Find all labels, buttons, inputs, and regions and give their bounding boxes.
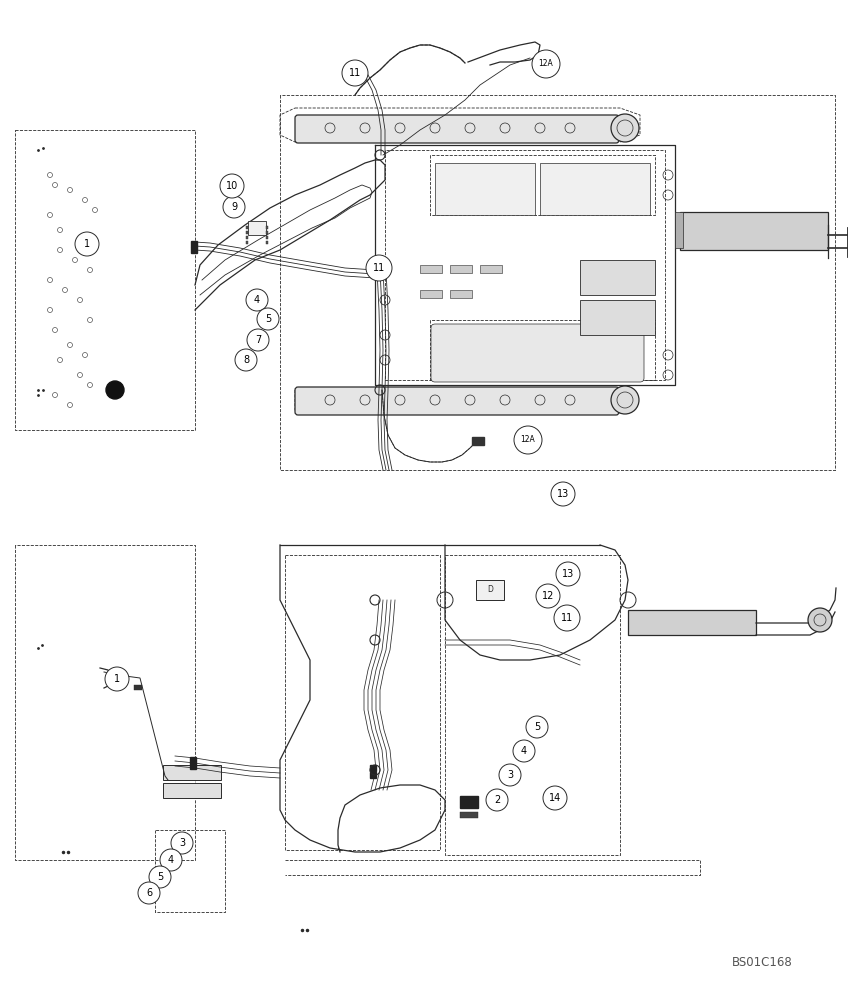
Bar [460,812,478,818]
FancyBboxPatch shape [248,221,266,235]
Circle shape [536,584,560,608]
Text: 10: 10 [226,181,238,191]
Text: 1: 1 [84,239,90,249]
Circle shape [105,667,129,691]
FancyBboxPatch shape [163,765,221,780]
Bar [472,437,484,445]
FancyBboxPatch shape [476,580,504,600]
Circle shape [486,789,508,811]
Text: 12A: 12A [521,436,535,444]
Bar [450,290,472,298]
Circle shape [554,605,580,631]
Text: 13: 13 [562,569,574,579]
Circle shape [543,786,567,810]
Bar [191,247,197,253]
Circle shape [160,849,182,871]
Text: 11: 11 [561,613,573,623]
Bar [420,290,442,298]
Bar [266,241,268,244]
Circle shape [171,832,193,854]
Text: 4: 4 [521,746,527,756]
Circle shape [106,381,124,399]
Text: 5: 5 [265,314,271,324]
Text: 5: 5 [157,872,163,882]
FancyBboxPatch shape [295,115,619,143]
Text: 7: 7 [255,335,261,345]
Circle shape [220,174,244,198]
Bar [371,267,377,273]
FancyBboxPatch shape [580,260,655,295]
Text: 3: 3 [179,838,185,848]
Text: 14: 14 [549,793,561,803]
Bar [450,265,472,273]
Circle shape [513,740,535,762]
Bar [266,226,268,229]
Bar [370,772,376,778]
Circle shape [808,608,832,632]
Bar [246,241,248,244]
Bar [370,765,376,771]
Circle shape [247,329,269,351]
Text: 11: 11 [373,263,385,273]
Bar [190,757,196,763]
Circle shape [366,255,392,281]
FancyBboxPatch shape [435,163,535,215]
Circle shape [514,426,542,454]
Text: 13: 13 [557,489,569,499]
Circle shape [246,289,268,311]
Circle shape [138,882,160,904]
Text: D: D [487,585,493,594]
Bar [134,685,142,690]
Bar [371,272,377,278]
Bar [191,241,197,247]
FancyBboxPatch shape [680,212,828,250]
Text: 12A: 12A [538,60,554,68]
Text: 11: 11 [349,68,361,78]
Text: BS01C168: BS01C168 [732,956,792,970]
Bar [480,265,502,273]
Circle shape [342,60,368,86]
Text: 2: 2 [494,795,500,805]
Text: 3: 3 [507,770,513,780]
Circle shape [235,349,257,371]
Circle shape [551,482,575,506]
Text: 1: 1 [114,674,120,684]
Bar [246,236,248,239]
Text: 4: 4 [168,855,174,865]
Circle shape [611,114,639,142]
Circle shape [75,232,99,256]
Circle shape [257,308,279,330]
FancyBboxPatch shape [540,163,650,215]
Text: 8: 8 [243,355,249,365]
Bar [246,226,248,229]
FancyBboxPatch shape [628,610,756,635]
Circle shape [223,196,245,218]
Bar [675,212,683,248]
Bar [420,265,442,273]
Bar [460,796,478,808]
Circle shape [499,764,521,786]
Circle shape [556,562,580,586]
Text: 4: 4 [254,295,260,305]
Bar [266,236,268,239]
Bar [190,763,196,769]
Bar [246,231,248,234]
Text: 5: 5 [534,722,540,732]
FancyBboxPatch shape [580,300,655,335]
Text: 6: 6 [146,888,152,898]
Bar [266,231,268,234]
Text: 12: 12 [542,591,555,601]
FancyBboxPatch shape [163,783,221,798]
Circle shape [149,866,171,888]
Text: 9: 9 [231,202,237,212]
FancyBboxPatch shape [431,324,644,382]
Circle shape [611,386,639,414]
Circle shape [532,50,560,78]
Circle shape [526,716,548,738]
FancyBboxPatch shape [295,387,619,415]
